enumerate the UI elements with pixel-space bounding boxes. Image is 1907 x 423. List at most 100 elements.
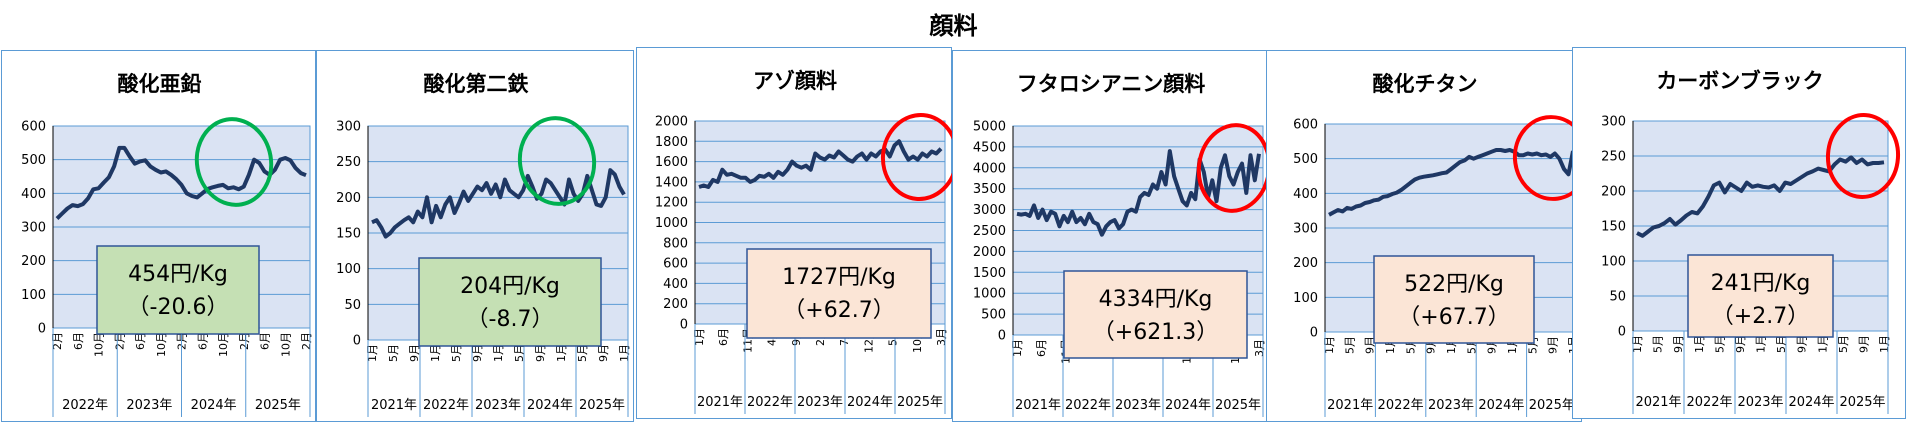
- y-tick-label: 5000: [973, 120, 1006, 135]
- chart-panel-3: アゾ顔料 0 200 400 600 800 1000 1200 1400 1600 1800 200…: [636, 47, 960, 419]
- chart-svg: フタロシアニン顔料 0 500 1000 1500 2000 2500 3000 3500 400…: [973, 72, 1272, 417]
- x-tick-label: 1月: [693, 328, 706, 346]
- year-label: 2022年: [747, 395, 793, 410]
- y-tick-label: 800: [663, 236, 688, 251]
- y-tick-label: 100: [336, 262, 361, 277]
- chart-title: 酸化第二鉄: [424, 72, 529, 96]
- year-label: 2025年: [897, 395, 943, 410]
- price-box: [746, 248, 932, 339]
- y-tick-label: 1600: [655, 155, 688, 170]
- series-line: [55, 145, 307, 221]
- x-tick-label: 6月: [196, 332, 209, 350]
- y-tick-label: 3000: [973, 203, 1006, 218]
- y-tick-label: 300: [1601, 115, 1626, 130]
- price-box: [1687, 254, 1834, 338]
- series-line: [698, 139, 943, 189]
- price-label: 204円/Kg: [460, 274, 560, 299]
- year-label: 2021年: [371, 398, 417, 413]
- year-label: 2024年: [191, 398, 237, 413]
- chart-title: フタロシアニン顔料: [1017, 72, 1206, 96]
- chart-panel-4: フタロシアニン顔料 0 500 1000 1500 2000 2500 3000 3500 400…: [952, 50, 1272, 422]
- x-tick-label: 9月: [408, 344, 421, 362]
- x-tick-label: 9月: [597, 344, 610, 362]
- chart-panel-1: 酸化亜鉛 0 100 200 300 400 500 600 2月 6月 10月 2月 6月 10月 2月 6…: [1, 50, 316, 422]
- x-tick-label: 5月: [1837, 335, 1850, 353]
- x-tick-label: 1月: [492, 344, 505, 362]
- y-tick-label: 200: [663, 297, 688, 312]
- series-line: [1636, 155, 1885, 238]
- x-tick-label: 9月: [1547, 336, 1560, 354]
- price-box: [1063, 270, 1248, 359]
- chart-svg: アゾ顔料 0 200 400 600 800 1000 1200 1400 1600 1800 200…: [655, 69, 960, 414]
- price-change-label: （-20.6）: [128, 295, 229, 320]
- chart-panel-6: カーボンブラック 0 50 100 150 200 250 300 1月 5月 9月 1月 5月 9月 1月…: [1572, 47, 1906, 419]
- x-tick-label: 3月: [1253, 339, 1266, 357]
- x-tick-label: 5月: [1652, 335, 1665, 353]
- y-tick-label: 200: [1293, 256, 1318, 271]
- x-tick-label: 2月: [113, 332, 126, 350]
- y-tick-label: 500: [1293, 152, 1318, 167]
- price-label: 1727円/Kg: [782, 265, 896, 290]
- year-label: 2024年: [1788, 395, 1834, 410]
- year-label: 2023年: [1115, 398, 1161, 413]
- year-label: 2023年: [797, 395, 843, 410]
- x-tick-label: 6月: [72, 332, 85, 350]
- price-change-label: （+62.7）: [783, 298, 894, 323]
- y-tick-label: 400: [663, 277, 688, 292]
- x-tick-label: 1月: [1323, 336, 1336, 354]
- year-label: 2021年: [1635, 395, 1681, 410]
- price-change-label: （+2.7）: [1712, 304, 1809, 329]
- year-label: 2025年: [255, 398, 301, 413]
- y-tick-label: 150: [336, 227, 361, 242]
- series-line: [1016, 149, 1261, 237]
- x-tick-label: 5月: [513, 344, 526, 362]
- y-tick-label: 1400: [655, 175, 688, 190]
- y-tick-label: 500: [981, 308, 1006, 323]
- chart-title: 酸化亜鉛: [118, 72, 202, 96]
- year-label: 2021年: [697, 395, 743, 410]
- y-tick-label: 300: [21, 221, 46, 236]
- x-tick-label: 2月: [51, 332, 64, 350]
- y-tick-label: 0: [998, 329, 1006, 344]
- year-label: 2021年: [1015, 398, 1061, 413]
- x-tick-label: 9月: [534, 344, 547, 362]
- x-tick-label: 1月: [1878, 335, 1891, 353]
- y-tick-label: 0: [680, 318, 688, 333]
- year-label: 2023年: [126, 398, 172, 413]
- highlight-ring: [517, 116, 597, 206]
- y-tick-label: 0: [1310, 326, 1318, 341]
- x-tick-label: 10月: [217, 332, 230, 357]
- y-tick-label: 4000: [973, 161, 1006, 176]
- x-tick-label: 1月: [555, 344, 568, 362]
- x-tick-label: 1月: [366, 344, 379, 362]
- y-tick-label: 2000: [973, 245, 1006, 260]
- x-tick-label: 10月: [279, 332, 292, 357]
- y-tick-label: 200: [21, 254, 46, 269]
- x-tick-label: 2月: [300, 332, 313, 350]
- x-tick-label: 6月: [717, 328, 730, 346]
- year-label: 2024年: [527, 398, 573, 413]
- chart-svg: カーボンブラック 0 50 100 150 200 250 300 1月 5月 9月 1月 5月 9月 1月…: [1601, 69, 1901, 414]
- chart-title: 酸化チタン: [1373, 72, 1478, 96]
- year-label: 2022年: [62, 398, 108, 413]
- y-tick-label: 3500: [973, 182, 1006, 197]
- x-tick-label: 5月: [450, 344, 463, 362]
- price-box: [1373, 255, 1535, 344]
- x-tick-label: 1月: [1755, 335, 1768, 353]
- x-tick-label: 1月: [1693, 335, 1706, 353]
- x-tick-label: 5月: [1343, 336, 1356, 354]
- y-tick-label: 0: [38, 322, 46, 337]
- x-tick-label: 5月: [1713, 335, 1726, 353]
- price-label: 4334円/Kg: [1099, 287, 1213, 312]
- y-tick-label: 500: [21, 153, 46, 168]
- year-label: 2022年: [1686, 395, 1732, 410]
- year-label: 2024年: [847, 395, 893, 410]
- y-tick-label: 1500: [973, 266, 1006, 281]
- x-tick-label: 5月: [576, 344, 589, 362]
- price-change-label: （-8.7）: [467, 307, 554, 332]
- y-tick-label: 400: [1293, 187, 1318, 202]
- x-tick-label: 3月: [935, 328, 948, 346]
- y-tick-label: 250: [336, 155, 361, 170]
- year-label: 2025年: [1529, 398, 1575, 413]
- y-tick-label: 100: [21, 288, 46, 303]
